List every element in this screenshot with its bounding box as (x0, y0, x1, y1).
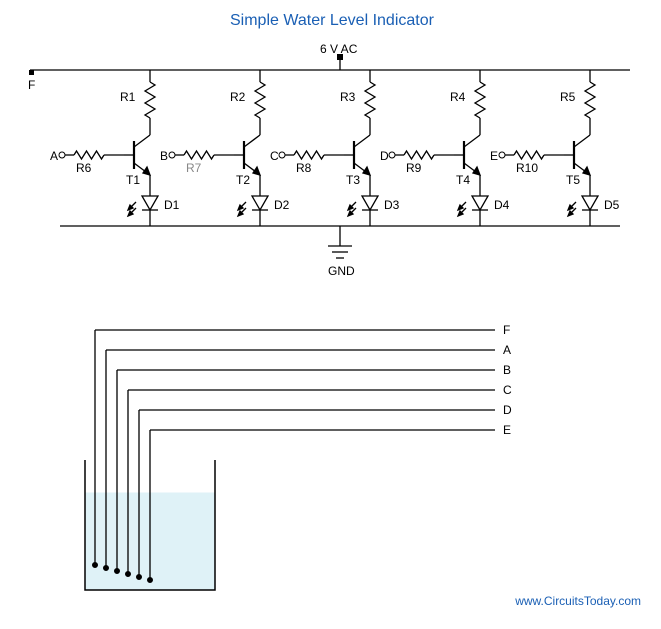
resistor-label: R9 (406, 161, 421, 175)
resistor-label: R1 (120, 90, 135, 104)
probe-line-label: C (503, 383, 512, 397)
resistor-label: R7 (186, 161, 201, 175)
ground-label: GND (328, 264, 355, 278)
probe-label: E (490, 149, 498, 163)
transistor-label: T3 (346, 173, 360, 187)
resistor-label: R10 (516, 161, 538, 175)
probe-line-label: A (503, 343, 511, 357)
probe-line-label: F (503, 323, 510, 337)
probe-label: D (380, 149, 389, 163)
probe-line-label: E (503, 423, 511, 437)
probe-f-label: F (28, 78, 35, 92)
led-label: D4 (494, 198, 509, 212)
led-label: D3 (384, 198, 399, 212)
led-label: D5 (604, 198, 619, 212)
resistor-label: R4 (450, 90, 465, 104)
probe-line-label: D (503, 403, 512, 417)
page-title: Simple Water Level Indicator (230, 12, 434, 30)
led-label: D2 (274, 198, 289, 212)
transistor-label: T4 (456, 173, 470, 187)
transistor-label: T1 (126, 173, 140, 187)
led-label: D1 (164, 198, 179, 212)
probe-line-label: B (503, 363, 511, 377)
credit-text: www.CircuitsToday.com (515, 594, 641, 608)
resistor-label: R2 (230, 90, 245, 104)
transistor-label: T5 (566, 173, 580, 187)
resistor-label: R3 (340, 90, 355, 104)
probe-label: C (270, 149, 279, 163)
power-label: 6 V AC (320, 42, 357, 56)
resistor-label: R8 (296, 161, 311, 175)
resistor-label: R5 (560, 90, 575, 104)
resistor-label: R6 (76, 161, 91, 175)
transistor-label: T2 (236, 173, 250, 187)
probe-label: A (50, 149, 58, 163)
probe-label: B (160, 149, 168, 163)
